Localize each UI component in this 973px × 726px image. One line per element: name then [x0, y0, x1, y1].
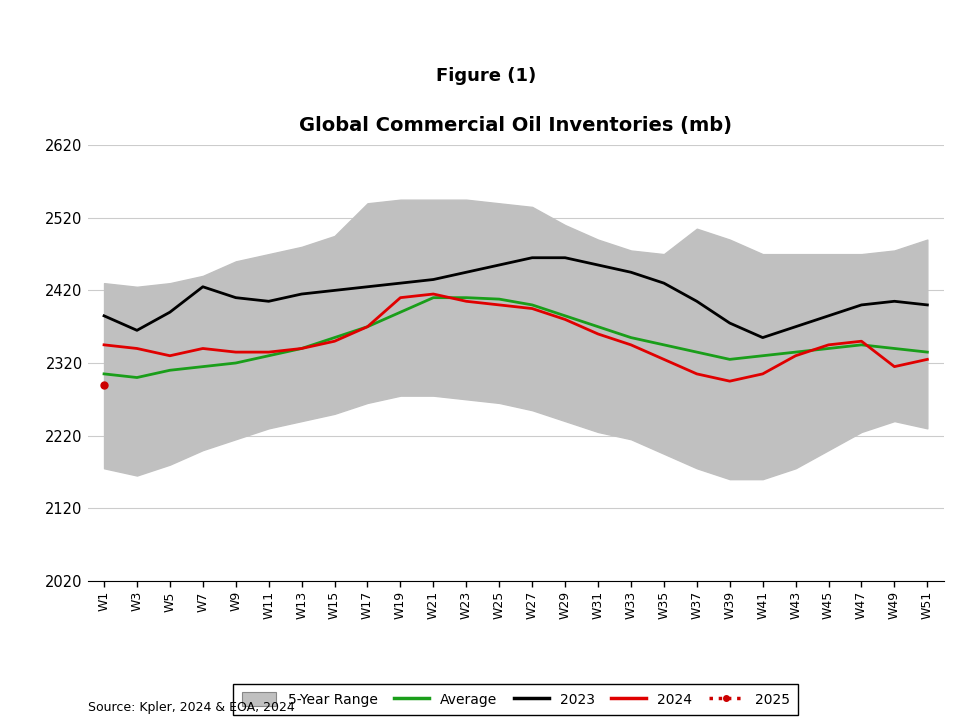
- Title: Global Commercial Oil Inventories (mb): Global Commercial Oil Inventories (mb): [299, 116, 733, 135]
- Legend: 5-Year Range, Average, 2023, 2024, 2025: 5-Year Range, Average, 2023, 2024, 2025: [234, 684, 798, 715]
- Text: Source: Kpler, 2024 & EOA, 2024: Source: Kpler, 2024 & EOA, 2024: [88, 701, 294, 714]
- Text: Figure (1): Figure (1): [436, 68, 537, 85]
